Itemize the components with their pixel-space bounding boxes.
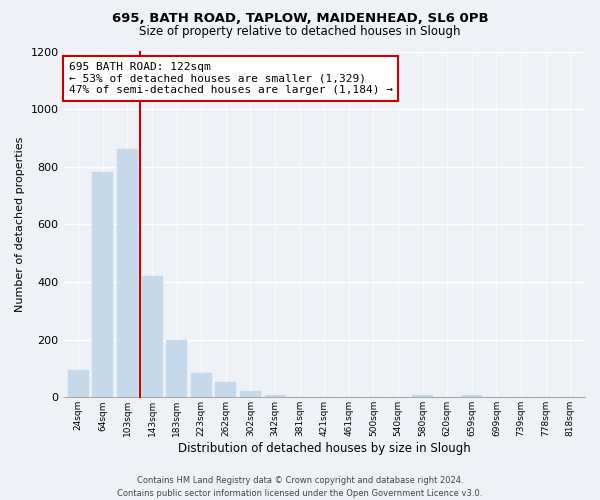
Y-axis label: Number of detached properties: Number of detached properties	[15, 136, 25, 312]
Text: 695 BATH ROAD: 122sqm
← 53% of detached houses are smaller (1,329)
47% of semi-d: 695 BATH ROAD: 122sqm ← 53% of detached …	[69, 62, 393, 95]
Text: Size of property relative to detached houses in Slough: Size of property relative to detached ho…	[139, 25, 461, 38]
Bar	[117, 149, 138, 398]
Bar	[215, 382, 236, 398]
Text: Contains HM Land Registry data © Crown copyright and database right 2024.
Contai: Contains HM Land Registry data © Crown c…	[118, 476, 482, 498]
Bar	[166, 340, 187, 398]
Bar	[191, 373, 212, 398]
Text: 695, BATH ROAD, TAPLOW, MAIDENHEAD, SL6 0PB: 695, BATH ROAD, TAPLOW, MAIDENHEAD, SL6 …	[112, 12, 488, 26]
Bar	[240, 391, 261, 398]
Bar	[412, 394, 433, 398]
Bar	[92, 172, 113, 398]
Bar	[142, 276, 163, 398]
Bar	[289, 396, 310, 398]
Bar	[265, 395, 286, 398]
X-axis label: Distribution of detached houses by size in Slough: Distribution of detached houses by size …	[178, 442, 470, 455]
Bar	[68, 370, 89, 398]
Bar	[461, 394, 482, 398]
